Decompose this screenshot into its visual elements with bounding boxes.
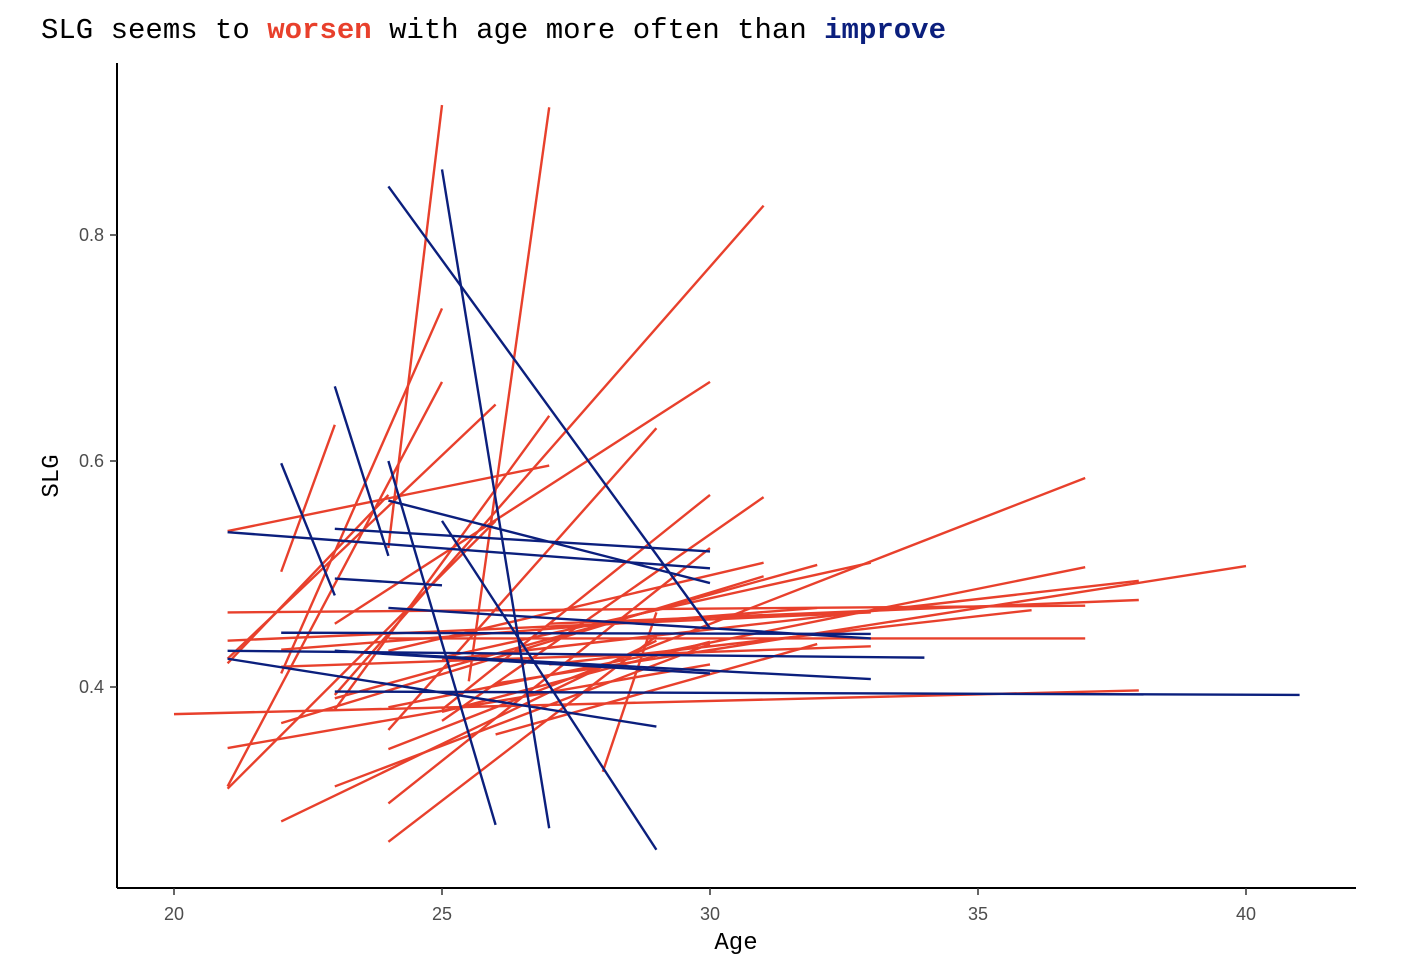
- player-line-worsen-38: [280, 575, 764, 725]
- player-line-worsen-14: [226, 520, 497, 790]
- player-line-worsen-29: [281, 606, 818, 651]
- y-tick-label: 0.8: [79, 225, 104, 245]
- y-tick-label: 0.4: [79, 677, 104, 697]
- x-tick-label: 20: [164, 904, 184, 924]
- player-line-worsen-18: [334, 563, 818, 700]
- player-line-improve-55: [334, 649, 871, 681]
- y-axis-title: SLG: [39, 454, 66, 497]
- player-line-worsen-8: [333, 415, 551, 711]
- player-line-improve-45: [440, 520, 658, 851]
- player-line-worsen-28: [281, 645, 871, 668]
- player-line-improve-51: [281, 631, 871, 636]
- player-line-improve-48: [388, 499, 711, 585]
- player-line-improve-47: [334, 527, 711, 553]
- player-line-worsen-26: [227, 611, 871, 642]
- x-tick-label: 30: [700, 904, 720, 924]
- player-line-worsen-9: [280, 424, 336, 573]
- player-line-worsen-11: [227, 464, 550, 533]
- x-tick-label: 35: [968, 904, 988, 924]
- x-tick-label: 25: [432, 904, 452, 924]
- y-tick-label: 0.6: [79, 451, 104, 471]
- player-line-improve-56: [334, 690, 1300, 697]
- player-line-worsen-34: [387, 635, 658, 843]
- player-line-improve-44: [280, 462, 336, 596]
- player-line-worsen-35: [387, 547, 711, 805]
- player-line-improve-43: [387, 460, 497, 826]
- player-line-worsen-6: [226, 381, 444, 788]
- player-line-worsen-37: [495, 642, 818, 736]
- x-tick-label: 40: [1236, 904, 1256, 924]
- player-line-worsen-23: [549, 598, 1139, 625]
- x-axis-ticks: 20 25 30 35 40: [164, 888, 1256, 924]
- player-line-worsen-16: [226, 494, 390, 665]
- player-line-improve-42: [333, 386, 390, 557]
- player-line-worsen-2: [467, 107, 551, 682]
- title-worsen-highlight: worsen: [267, 14, 372, 47]
- player-line-improve-41: [440, 169, 551, 829]
- player-line-worsen-31: [227, 663, 711, 750]
- player-line-worsen-12: [441, 493, 711, 711]
- title-part-1: SLG seems to: [41, 14, 268, 47]
- player-line-worsen-1: [387, 104, 444, 549]
- player-line-improve-49: [334, 577, 443, 587]
- series-lines: [173, 104, 1300, 851]
- title-improve-highlight: improve: [824, 14, 946, 47]
- chart-title: SLG seems to worsen with age more often …: [41, 14, 946, 47]
- player-line-worsen-4: [280, 307, 444, 674]
- title-part-3: with age more often than: [371, 14, 825, 47]
- player-line-worsen-22: [441, 579, 1139, 662]
- player-line-improve-40: [387, 185, 711, 629]
- x-axis-title: Age: [714, 930, 757, 957]
- y-axis-ticks: 0.4 0.6 0.8: [79, 225, 117, 697]
- player-line-worsen-10: [387, 427, 658, 731]
